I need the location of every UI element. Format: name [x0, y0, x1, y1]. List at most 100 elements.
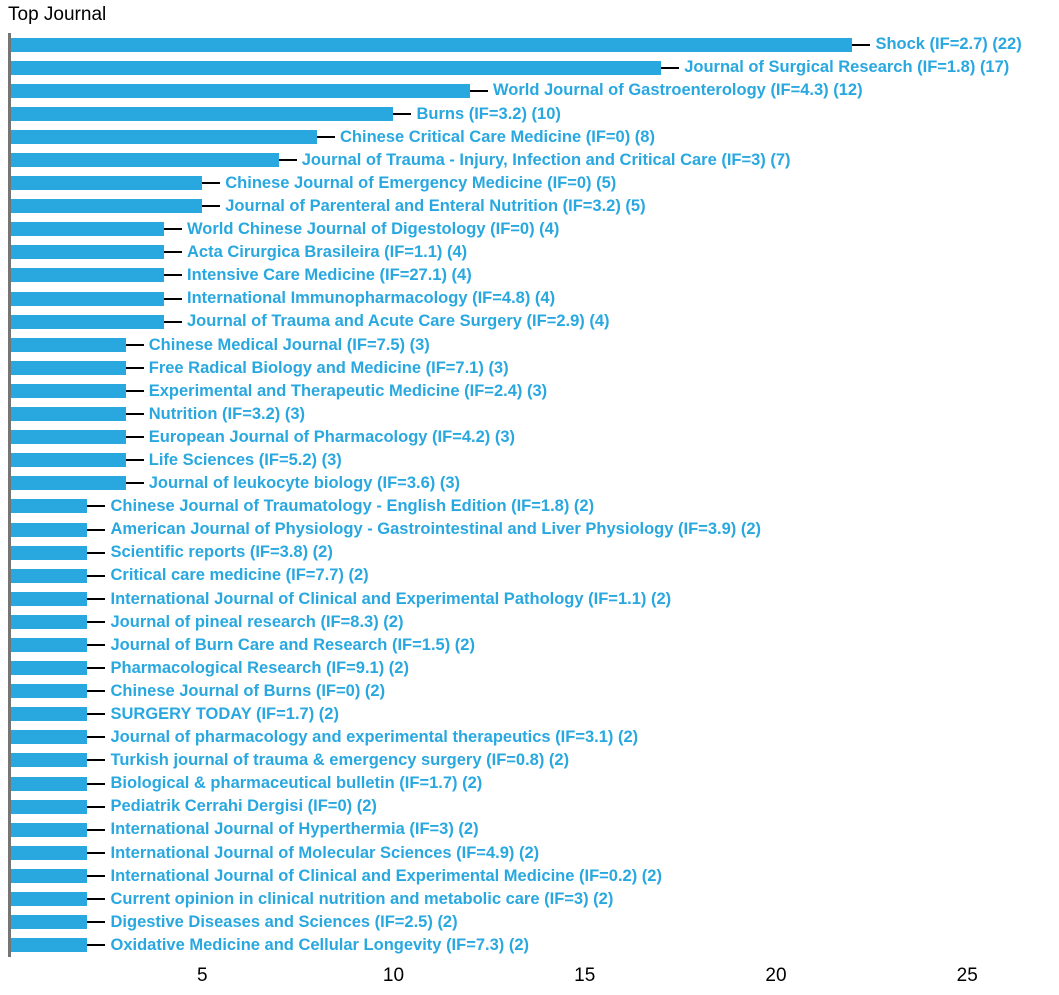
journal-bar[interactable]	[11, 360, 126, 375]
journal-bar[interactable]	[11, 591, 88, 606]
journal-bar[interactable]	[11, 545, 88, 560]
journal-bar[interactable]	[11, 337, 126, 352]
leader-line	[87, 574, 106, 577]
journal-bar[interactable]	[11, 37, 853, 52]
journal-bar[interactable]	[11, 430, 126, 445]
leader-line	[125, 389, 144, 392]
journal-bar[interactable]	[11, 245, 164, 260]
leader-line	[87, 713, 106, 716]
journal-label: Current opinion in clinical nutrition an…	[110, 889, 614, 908]
bar-row: Pharmacological Research (IF=9.1) (2)	[11, 657, 1059, 680]
journal-label: International Journal of Hyperthermia (I…	[110, 820, 479, 839]
journal-label: Journal of Parenteral and Enteral Nutrit…	[225, 196, 646, 215]
bar-row: Pediatrik Cerrahi Dergisi (IF=0) (2)	[11, 795, 1059, 818]
journal-label: Shock (IF=2.7) (22)	[875, 35, 1022, 54]
bar-row: Digestive Diseases and Sciences (IF=2.5)…	[11, 911, 1059, 934]
journal-bar[interactable]	[11, 845, 88, 860]
x-axis-tick-label: 20	[765, 964, 787, 986]
journal-label: World Chinese Journal of Digestology (IF…	[186, 220, 560, 239]
journal-bar[interactable]	[11, 476, 126, 491]
journal-bar[interactable]	[11, 129, 317, 144]
journal-label: Burns (IF=3.2) (10)	[416, 104, 561, 123]
journal-bar[interactable]	[11, 661, 88, 676]
journal-bar[interactable]	[11, 176, 203, 191]
journal-label: Pediatrik Cerrahi Dergisi (IF=0) (2)	[110, 797, 377, 816]
journal-bar[interactable]	[11, 453, 126, 468]
bar-row: Burns (IF=3.2) (10)	[11, 102, 1059, 125]
bar-row: Critical care medicine (IF=7.7) (2)	[11, 564, 1059, 587]
journal-bar[interactable]	[11, 684, 88, 699]
plot-area: Shock (IF=2.7) (22) Journal of Surgical R…	[8, 33, 1059, 957]
bar-rows-container: Shock (IF=2.7) (22) Journal of Surgical R…	[11, 33, 1059, 957]
journal-bar[interactable]	[11, 199, 203, 214]
leader-line	[469, 89, 488, 92]
leader-line	[87, 690, 106, 693]
journal-bar[interactable]	[11, 314, 164, 329]
bar-row: International Journal of Hyperthermia (I…	[11, 818, 1059, 841]
journal-bar[interactable]	[11, 522, 88, 537]
bar-row: Journal of leukocyte biology (IF=3.6) (3…	[11, 472, 1059, 495]
bar-row: Current opinion in clinical nutrition an…	[11, 887, 1059, 910]
journal-bar[interactable]	[11, 268, 164, 283]
bar-row: Nutrition (IF=3.2) (3)	[11, 403, 1059, 426]
journal-label: Biological & pharmaceutical bulletin (IF…	[110, 774, 483, 793]
journal-label: International Journal of Molecular Scien…	[110, 843, 540, 862]
bar-row: Chinese Medical Journal (IF=7.5) (3)	[11, 333, 1059, 356]
leader-line	[278, 159, 297, 162]
journal-label: Chinese Journal of Traumatology - Englis…	[110, 497, 595, 516]
leader-line	[163, 297, 182, 300]
bar-row: Chinese Journal of Traumatology - Englis…	[11, 495, 1059, 518]
journal-bar[interactable]	[11, 915, 88, 930]
bar-row: World Journal of Gastroenterology (IF=4.…	[11, 79, 1059, 102]
journal-label: Scientific reports (IF=3.8) (2)	[110, 543, 333, 562]
leader-line	[125, 436, 144, 439]
bar-row: International Immunopharmacology (IF=4.8…	[11, 287, 1059, 310]
journal-bar[interactable]	[11, 383, 126, 398]
journal-bar[interactable]	[11, 291, 164, 306]
bar-row: Chinese Journal of Burns (IF=0) (2)	[11, 680, 1059, 703]
bar-row: Chinese Critical Care Medicine (IF=0) (8…	[11, 125, 1059, 148]
bar-row: Journal of Trauma and Acute Care Surgery…	[11, 310, 1059, 333]
bar-row: Chinese Journal of Emergency Medicine (I…	[11, 172, 1059, 195]
journal-bar[interactable]	[11, 892, 88, 907]
journal-bar[interactable]	[11, 707, 88, 722]
bar-row: Journal of pharmacology and experimental…	[11, 726, 1059, 749]
journal-bar[interactable]	[11, 799, 88, 814]
journal-bar[interactable]	[11, 407, 126, 422]
journal-bar[interactable]	[11, 222, 164, 237]
journal-bar[interactable]	[11, 83, 470, 98]
journal-bar[interactable]	[11, 822, 88, 837]
x-axis-tick-label: 10	[382, 964, 405, 986]
leader-line	[87, 782, 106, 785]
journal-bar[interactable]	[11, 614, 88, 629]
leader-line	[87, 805, 106, 808]
journal-bar[interactable]	[11, 106, 394, 121]
journal-bar[interactable]	[11, 60, 662, 75]
journal-label: World Journal of Gastroenterology (IF=4.…	[492, 81, 863, 100]
journal-label: European Journal of Pharmacology (IF=4.2…	[148, 427, 516, 446]
leader-line	[125, 343, 144, 346]
journal-bar[interactable]	[11, 776, 88, 791]
journal-bar[interactable]	[11, 568, 88, 583]
journal-bar[interactable]	[11, 730, 88, 745]
leader-line	[87, 898, 106, 901]
journal-label: Experimental and Therapeutic Medicine (I…	[148, 381, 548, 400]
leader-line	[87, 759, 106, 762]
journal-label: Journal of Trauma and Acute Care Surgery…	[186, 312, 610, 331]
journal-label: International Immunopharmacology (IF=4.8…	[186, 289, 556, 308]
journal-bar[interactable]	[11, 153, 279, 168]
bar-row: American Journal of Physiology - Gastroi…	[11, 518, 1059, 541]
journal-bar[interactable]	[11, 753, 88, 768]
leader-line	[87, 874, 106, 877]
bar-row: SURGERY TODAY (IF=1.7) (2)	[11, 703, 1059, 726]
journal-bar[interactable]	[11, 499, 88, 514]
journal-label: Journal of Burn Care and Research (IF=1.…	[110, 635, 475, 654]
leader-line	[202, 205, 221, 208]
journal-label: SURGERY TODAY (IF=1.7) (2)	[110, 705, 339, 724]
journal-bar[interactable]	[11, 868, 88, 883]
journal-bar[interactable]	[11, 637, 88, 652]
journal-bar[interactable]	[11, 938, 88, 953]
journal-label: Chinese Medical Journal (IF=7.5) (3)	[148, 335, 430, 354]
bar-row: Journal of pineal research (IF=8.3) (2)	[11, 610, 1059, 633]
journal-label: Digestive Diseases and Sciences (IF=2.5)…	[110, 912, 458, 931]
